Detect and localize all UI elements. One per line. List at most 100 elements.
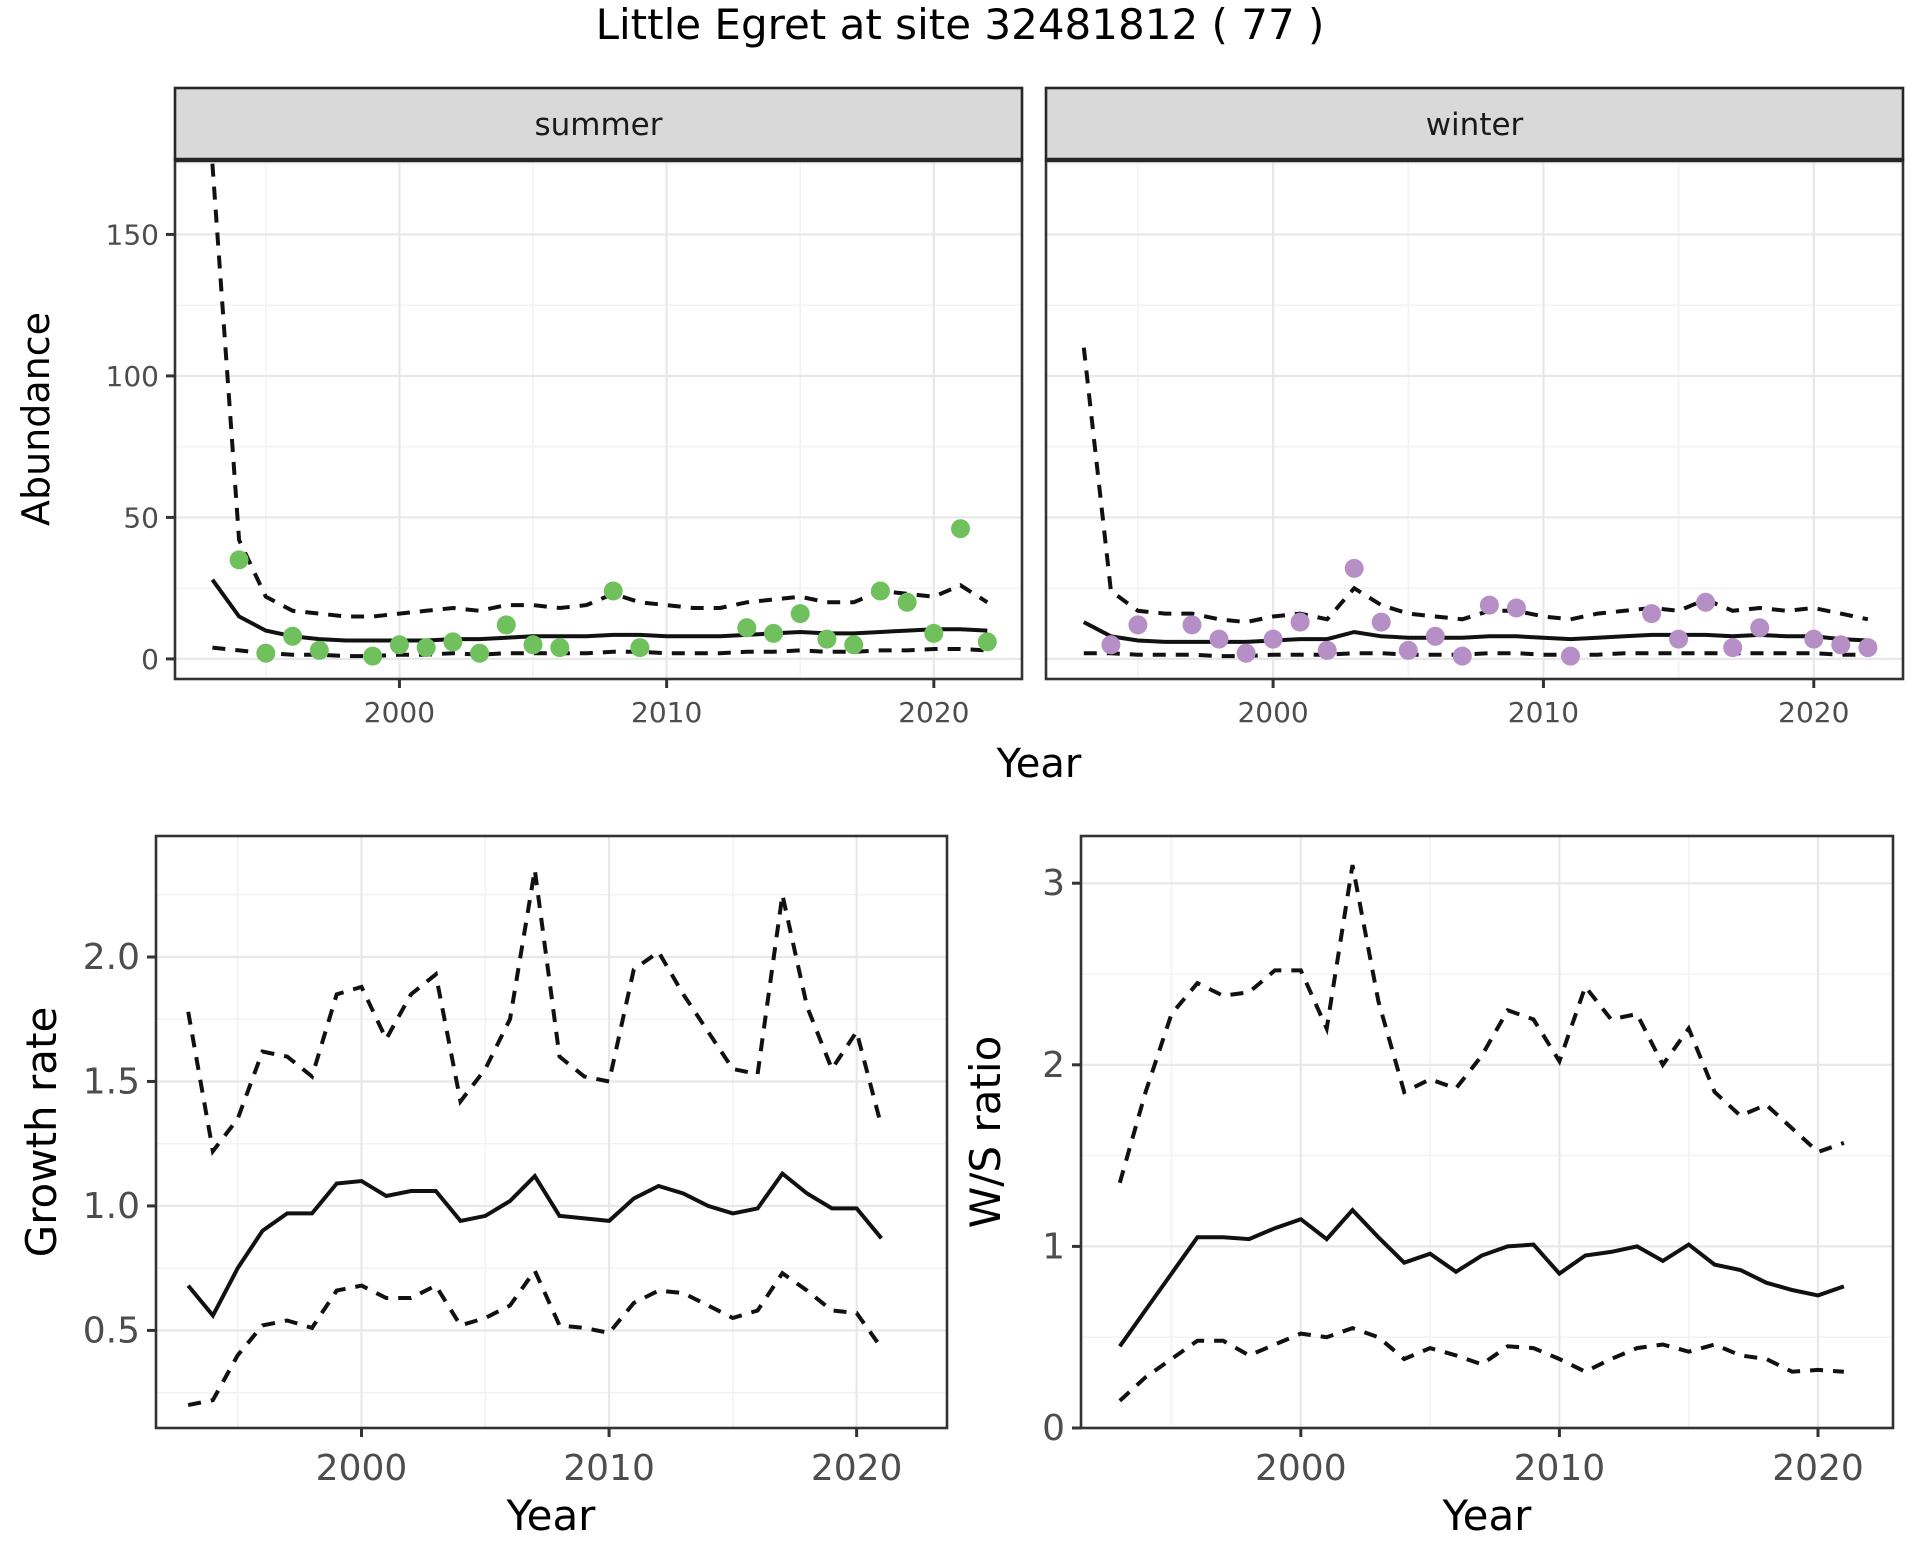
upper-ci-line bbox=[1117, 864, 1845, 1184]
median-fit-line bbox=[210, 578, 988, 643]
abundance-summer-point bbox=[470, 643, 490, 663]
panel-background bbox=[1046, 160, 1903, 679]
ws-ratio-y-axis-title: W/S ratio bbox=[961, 1035, 1010, 1229]
y-tick-label: 2.0 bbox=[83, 937, 140, 978]
upper-ci-line bbox=[210, 163, 989, 619]
abundance-winter-point bbox=[1479, 595, 1499, 615]
abundance-winter-point bbox=[1452, 646, 1472, 666]
abundance-winter-point bbox=[1263, 629, 1283, 649]
abundance-winter-point bbox=[1669, 629, 1689, 649]
panel-abundance-summer: summer 2000 2010 2020 0 50 100 150 bbox=[106, 86, 1024, 729]
y-tick-label: 0 bbox=[141, 643, 159, 676]
panel-abundance-winter: winter 2000 2010 2020 bbox=[1044, 86, 1905, 729]
abundance-winter-point bbox=[1696, 592, 1716, 612]
panel-growth-rate: 2000 2010 2020 0.5 1.0 1.5 2.0 bbox=[83, 834, 949, 1489]
y-tick-label: 0 bbox=[1042, 1408, 1065, 1449]
x-tick-label: 2020 bbox=[898, 696, 969, 729]
facet-strip bbox=[173, 86, 1024, 162]
abundance-summer-point bbox=[737, 618, 757, 638]
abundance-winter-point bbox=[1561, 646, 1580, 666]
abundance-summer-point bbox=[764, 623, 783, 643]
x-tick-label: 2010 bbox=[1508, 696, 1579, 729]
x-tick-label: 2000 bbox=[1237, 696, 1308, 729]
x-tick-label: 2000 bbox=[364, 696, 435, 729]
abundance-winter-point bbox=[1371, 612, 1391, 632]
panel-background bbox=[175, 160, 1022, 679]
panel-background bbox=[156, 836, 947, 1428]
abundance-summer-point bbox=[283, 626, 303, 646]
x-tick-label: 2010 bbox=[563, 1448, 655, 1489]
y-tick-label: 100 bbox=[106, 360, 159, 393]
abundance-x-axis-title: Year bbox=[996, 741, 1082, 787]
abundance-summer-point bbox=[389, 635, 409, 655]
abundance-winter-point bbox=[1858, 638, 1878, 658]
abundance-summer-point bbox=[309, 640, 329, 660]
abundance-summer-point bbox=[550, 638, 570, 658]
y-tick-label: 150 bbox=[106, 218, 159, 251]
abundance-winter-point bbox=[1723, 638, 1743, 658]
growth-rate-y-axis-title: Growth rate bbox=[17, 1006, 66, 1258]
abundance-summer-point bbox=[897, 592, 917, 612]
abundance-summer-point bbox=[523, 635, 543, 655]
x-tick-label: 2010 bbox=[631, 696, 702, 729]
y-tick-label: 50 bbox=[123, 501, 159, 534]
abundance-summer-point bbox=[844, 635, 864, 655]
x-tick-label: 2020 bbox=[1778, 696, 1849, 729]
panel-background bbox=[1081, 836, 1893, 1428]
abundance-summer-point bbox=[924, 623, 944, 643]
y-tick-label: 1.5 bbox=[83, 1061, 140, 1102]
facet-strip-label: winter bbox=[1426, 107, 1524, 143]
abundance-winter-point bbox=[1209, 629, 1229, 649]
abundance-winter-point bbox=[1750, 618, 1770, 638]
abundance-winter-point bbox=[1128, 615, 1148, 635]
y-tick-label: 1 bbox=[1042, 1226, 1065, 1267]
abundance-summer-point bbox=[496, 615, 516, 635]
abundance-summer-point bbox=[630, 638, 650, 658]
abundance-winter-point bbox=[1317, 640, 1337, 660]
abundance-summer-point bbox=[790, 604, 810, 624]
x-tick-label: 2020 bbox=[811, 1448, 903, 1489]
abundance-summer-point bbox=[817, 629, 837, 649]
abundance-winter-point bbox=[1831, 635, 1851, 655]
abundance-summer-point bbox=[870, 581, 890, 601]
y-tick-label: 1.0 bbox=[83, 1186, 140, 1227]
abundance-summer-point bbox=[256, 643, 276, 663]
panel-ws-ratio: 2000 2010 2020 0 1 2 3 bbox=[1042, 834, 1895, 1489]
upper-ci-line bbox=[186, 869, 884, 1157]
x-tick-label: 2020 bbox=[1772, 1448, 1864, 1489]
chart-title: Little Egret at site 32481812 ( 77 ) bbox=[595, 0, 1325, 49]
ws-ratio-x-axis-title: Year bbox=[1442, 1491, 1532, 1540]
facet-strip-label: summer bbox=[534, 107, 662, 143]
panel-border bbox=[1079, 834, 1895, 1430]
x-tick-label: 2010 bbox=[1514, 1448, 1606, 1489]
median-growth-rate-line bbox=[186, 1170, 883, 1320]
y-tick-label: 3 bbox=[1042, 863, 1065, 904]
x-tick-label: 2000 bbox=[316, 1448, 408, 1489]
abundance-y-axis-title: Abundance bbox=[14, 311, 58, 527]
panel-border bbox=[154, 834, 949, 1430]
abundance-summer-point bbox=[416, 638, 436, 658]
abundance-summer-point bbox=[603, 581, 623, 601]
median-ws-ratio-line bbox=[1118, 1207, 1845, 1348]
y-tick-label: 2 bbox=[1042, 1045, 1065, 1086]
abundance-winter-point bbox=[1290, 612, 1310, 632]
abundance-winter-point bbox=[1101, 635, 1121, 655]
y-tick-label: 0.5 bbox=[83, 1310, 140, 1351]
facet-strip bbox=[1044, 86, 1905, 162]
growth-rate-x-axis-title: Year bbox=[506, 1491, 596, 1540]
abundance-winter-point bbox=[1804, 629, 1824, 649]
abundance-summer-point bbox=[363, 646, 383, 666]
abundance-winter-point bbox=[1344, 558, 1364, 578]
abundance-winter-point bbox=[1398, 640, 1418, 660]
upper-ci-line bbox=[1081, 347, 1869, 625]
abundance-summer-point bbox=[229, 550, 249, 570]
abundance-summer-point bbox=[951, 519, 970, 539]
abundance-winter-point bbox=[1182, 615, 1202, 635]
abundance-summer-point bbox=[977, 632, 997, 652]
abundance-winter-point bbox=[1642, 604, 1662, 624]
abundance-winter-point bbox=[1506, 598, 1526, 618]
abundance-winter-point bbox=[1425, 626, 1445, 646]
x-tick-label: 2000 bbox=[1255, 1448, 1347, 1489]
